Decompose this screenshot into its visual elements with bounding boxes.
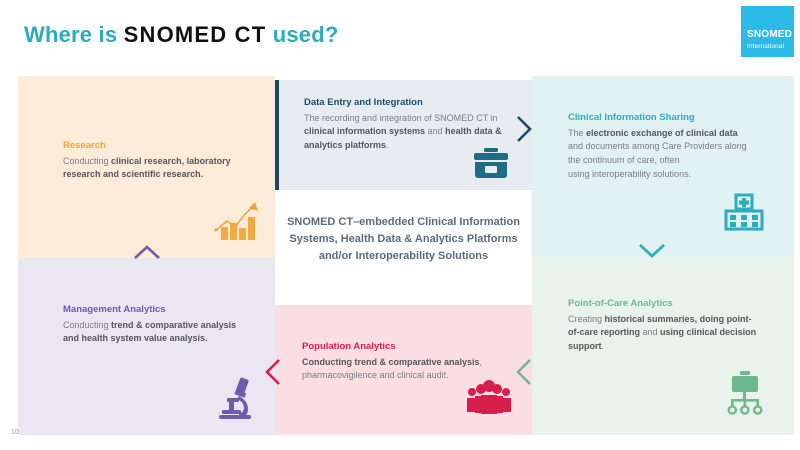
title-suffix: used?: [266, 22, 339, 47]
research-heading: Research: [63, 140, 106, 151]
management-body: Conducting trend & comparative analysis …: [63, 319, 237, 344]
sharing-heading: Clinical Information Sharing: [568, 112, 695, 123]
sharing-text-block: Clinical Information Sharing The electro…: [568, 112, 748, 182]
management-heading: Management Analytics: [63, 304, 166, 315]
medical-bag-icon: [472, 147, 510, 186]
management-text-block: Management Analytics Conducting trend & …: [63, 304, 253, 346]
research-body: Conducting clinical research, laboratory…: [63, 155, 231, 180]
center-summary-text: SNOMED CT–embedded Clinical Information …: [287, 216, 520, 263]
logo-line1: SNOMED: [747, 29, 793, 40]
chevron-down-cyan: [637, 240, 667, 265]
snomed-international-logo: SNOMED International: [741, 6, 794, 57]
page-title: Where is SNOMED CT used?: [24, 22, 339, 48]
data-entry-text-block: Data Entry and Integration The recording…: [304, 97, 509, 153]
chevron-up-purple: [132, 242, 162, 267]
panel-point-of-care-analytics[interactable]: Point-of-Care Analytics Creating histori…: [532, 258, 794, 435]
data-entry-body: The recording and integration of SNOMED …: [304, 112, 502, 151]
panel-research[interactable]: Research Conducting clinical research, l…: [18, 76, 275, 258]
research-text-block: Research Conducting clinical research, l…: [63, 140, 248, 182]
microscope-icon: [211, 374, 259, 427]
title-prefix: Where is: [24, 22, 124, 47]
population-heading: Population Analytics: [302, 341, 396, 352]
poc-body: Creating historical summaries, doing poi…: [568, 313, 757, 352]
population-body: Conducting trend & comparative analysis,…: [302, 356, 483, 381]
panel-center-summary: SNOMED CT–embedded Clinical Information …: [275, 190, 532, 305]
chevron-left-green: [514, 357, 534, 392]
page-number: 10: [11, 429, 19, 436]
poc-heading: Point-of-Care Analytics: [568, 298, 673, 309]
logo-line2: International: [747, 43, 785, 50]
panel-data-entry-integration[interactable]: Data Entry and Integration The recording…: [275, 80, 532, 190]
chevron-left-crimson: [263, 357, 283, 392]
chevron-right-navy: [514, 114, 534, 149]
poc-text-block: Point-of-Care Analytics Creating histori…: [568, 298, 758, 354]
title-strong: SNOMED CT: [123, 22, 267, 47]
panel-population-analytics[interactable]: Population Analytics Conducting trend & …: [275, 305, 532, 435]
data-entry-heading: Data Entry and Integration: [304, 97, 423, 108]
briefcase-network-icon: [724, 370, 766, 421]
population-text-block: Population Analytics Conducting trend & …: [302, 341, 497, 383]
sharing-body: The electronic exchange of clinical data…: [568, 127, 747, 179]
bar-chart-growth-icon: [213, 199, 259, 246]
hospital-icon: [724, 193, 764, 236]
people-group-icon: [466, 380, 512, 421]
panel-clinical-information-sharing[interactable]: Clinical Information Sharing The electro…: [532, 76, 794, 258]
panel-management-analytics[interactable]: Management Analytics Conducting trend & …: [18, 258, 275, 435]
